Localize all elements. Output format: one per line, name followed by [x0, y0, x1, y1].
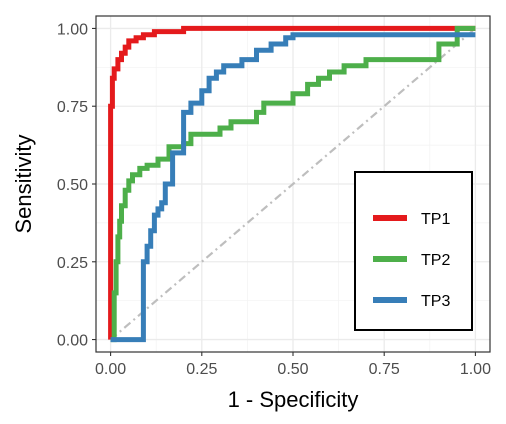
- y-axis-ticks: 0.00 0.25 0.50 0.75 1.00: [57, 21, 96, 350]
- x-tick-label-0: 0.00: [95, 361, 126, 378]
- x-tick-label-2: 0.50: [277, 361, 308, 378]
- y-tick-label-3: 0.75: [57, 99, 88, 116]
- x-axis-title: 1 - Specificity: [228, 387, 359, 412]
- y-tick-label-1: 0.25: [57, 255, 88, 272]
- y-tick-label-4: 1.00: [57, 21, 88, 38]
- reference-diagonal: [109, 27, 477, 341]
- reference-line: [109, 27, 477, 341]
- series-line-tp2: [110, 25, 476, 343]
- legend-label-tp1: TP1: [421, 211, 450, 228]
- legend-label-tp3: TP3: [421, 293, 450, 310]
- legend: TP1 TP2 TP3: [354, 171, 473, 331]
- x-tick-label-3: 0.75: [369, 361, 400, 378]
- legend-label-tp2: TP2: [421, 252, 450, 269]
- y-tick-label-2: 0.50: [57, 177, 88, 194]
- y-axis-title: Sensitivity: [11, 134, 36, 233]
- series-line-tp3: [110, 32, 476, 343]
- x-axis-ticks: 0.00 0.25 0.50 0.75 1.00: [95, 352, 491, 378]
- x-tick-label-4: 1.00: [460, 361, 491, 378]
- x-tick-label-1: 0.25: [186, 361, 217, 378]
- y-tick-label-0: 0.00: [57, 333, 88, 350]
- series-line-tp1: [108, 25, 476, 340]
- legend-box: [354, 171, 473, 331]
- series-lines: [108, 25, 476, 343]
